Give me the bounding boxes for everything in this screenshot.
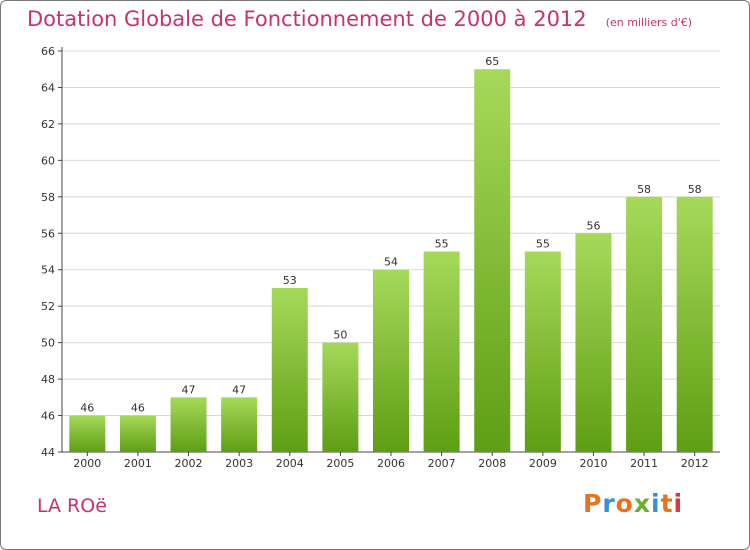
- y-tick-label: 66: [41, 45, 55, 58]
- y-tick-label: 44: [41, 446, 55, 459]
- data-label: 50: [333, 329, 347, 342]
- x-tick-label: 2003: [225, 457, 253, 470]
- x-tick-label: 2004: [276, 457, 304, 470]
- x-tick-label: 2001: [124, 457, 152, 470]
- x-tick-label: 2012: [681, 457, 709, 470]
- chart-unit: (en milliers d'€): [605, 16, 693, 29]
- y-tick-label: 54: [41, 264, 55, 277]
- y-tick-label: 50: [41, 337, 55, 350]
- bar: [676, 196, 713, 452]
- data-label: 47: [232, 383, 246, 396]
- bar: [626, 196, 663, 452]
- bar: [575, 233, 612, 452]
- bar: [119, 415, 156, 452]
- title-row: Dotation Globale de Fonctionnement de 20…: [27, 7, 692, 31]
- y-tick-label: 48: [41, 373, 55, 386]
- y-tick-label: 62: [41, 118, 55, 131]
- x-tick-label: 2002: [175, 457, 203, 470]
- data-label: 58: [637, 183, 651, 196]
- bar: [474, 69, 511, 453]
- data-label: 58: [688, 183, 702, 196]
- x-tick-label: 2009: [529, 457, 557, 470]
- data-label: 47: [182, 383, 196, 396]
- data-label: 53: [283, 274, 297, 287]
- bar: [170, 397, 207, 452]
- data-label: 56: [586, 219, 600, 232]
- bar: [221, 397, 258, 452]
- data-label: 46: [80, 402, 94, 415]
- y-tick-label: 64: [41, 81, 55, 94]
- x-tick-label: 2005: [326, 457, 354, 470]
- bar: [271, 287, 308, 452]
- proxiti-logo: Proxiti: [583, 489, 684, 518]
- y-tick-label: 52: [41, 300, 55, 313]
- bar: [524, 251, 561, 452]
- x-tick-label: 2000: [73, 457, 101, 470]
- data-label: 65: [485, 55, 499, 68]
- y-tick-label: 60: [41, 154, 55, 167]
- data-label: 55: [435, 238, 449, 251]
- x-tick-label: 2011: [630, 457, 658, 470]
- y-tick-label: 58: [41, 191, 55, 204]
- data-label: 46: [131, 402, 145, 415]
- bar: [322, 342, 359, 452]
- x-tick-label: 2006: [377, 457, 405, 470]
- x-tick-label: 2008: [478, 457, 506, 470]
- y-tick-label: 46: [41, 410, 55, 423]
- bar: [373, 269, 409, 452]
- y-tick-label: 56: [41, 227, 55, 240]
- data-label: 55: [536, 238, 550, 251]
- bar: [69, 415, 106, 452]
- data-label: 54: [384, 256, 398, 269]
- x-tick-label: 2007: [428, 457, 456, 470]
- x-tick-label: 2010: [579, 457, 607, 470]
- chart-title: Dotation Globale de Fonctionnement de 20…: [27, 7, 587, 31]
- bar: [423, 251, 460, 452]
- commune-name: LA ROë: [37, 495, 107, 517]
